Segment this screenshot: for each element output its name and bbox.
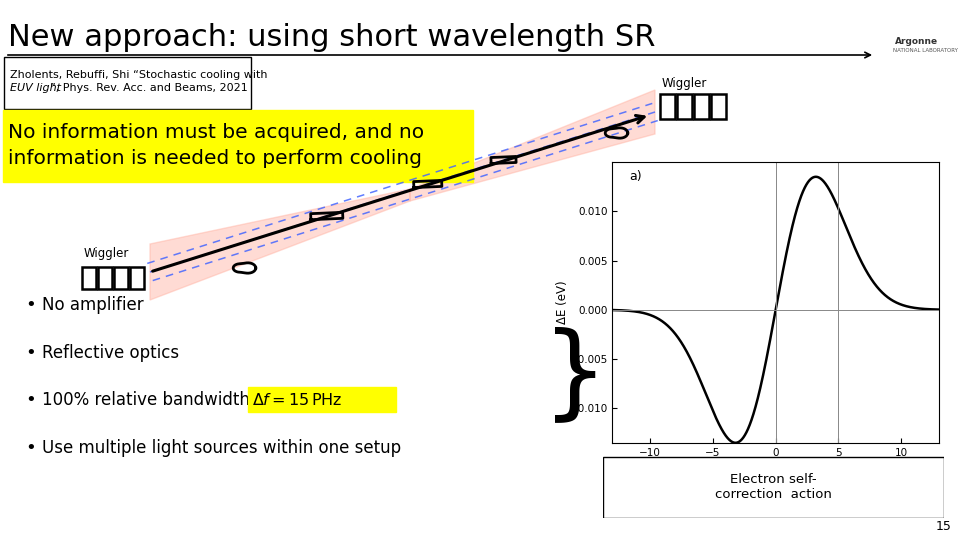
- Text: No information must be acquired, and no: No information must be acquired, and no: [8, 123, 424, 141]
- Text: information is needed to perform cooling: information is needed to perform cooling: [8, 148, 422, 167]
- Polygon shape: [150, 189, 410, 300]
- Text: a): a): [629, 171, 641, 184]
- Text: No amplifier: No amplifier: [42, 296, 144, 314]
- Y-axis label: ΔE (eV): ΔE (eV): [556, 281, 569, 324]
- Bar: [694, 94, 709, 119]
- Text: •: •: [25, 296, 36, 314]
- Text: •: •: [25, 391, 36, 409]
- Text: $\Delta f = 15\,\mathrm{PHz}$: $\Delta f = 15\,\mathrm{PHz}$: [252, 392, 343, 408]
- X-axis label: s (nm): s (nm): [756, 463, 795, 476]
- Text: Argonne: Argonne: [895, 37, 938, 46]
- Text: Wiggler: Wiggler: [84, 247, 130, 260]
- Text: }: }: [542, 326, 609, 427]
- Text: •: •: [25, 344, 36, 362]
- Text: New approach: using short wavelength SR: New approach: using short wavelength SR: [8, 24, 656, 52]
- Bar: [248, 387, 396, 412]
- Bar: [711, 94, 726, 119]
- Text: Zholents, Rebuffi, Shi “Stochastic cooling with: Zholents, Rebuffi, Shi “Stochastic cooli…: [10, 70, 268, 80]
- FancyBboxPatch shape: [4, 57, 251, 109]
- Text: EUV light: EUV light: [10, 83, 61, 93]
- Text: Reflective optics: Reflective optics: [42, 344, 180, 362]
- Bar: [82, 267, 96, 289]
- Text: •: •: [25, 439, 36, 457]
- FancyBboxPatch shape: [603, 457, 944, 518]
- Bar: [98, 267, 112, 289]
- Bar: [114, 267, 128, 289]
- Bar: [130, 267, 144, 289]
- Bar: [677, 94, 692, 119]
- Text: Use multiple light sources within one setup: Use multiple light sources within one se…: [42, 439, 401, 457]
- Text: NATIONAL LABORATORY: NATIONAL LABORATORY: [893, 48, 958, 52]
- Text: ”, Phys. Rev. Acc. and Beams, 2021: ”, Phys. Rev. Acc. and Beams, 2021: [50, 83, 248, 93]
- Text: Electron self-
correction  action: Electron self- correction action: [715, 474, 831, 501]
- Bar: [3, 110, 473, 182]
- Text: Wiggler: Wiggler: [662, 77, 708, 90]
- Text: 15: 15: [936, 520, 952, 533]
- Text: 100% relative bandwidth: 100% relative bandwidth: [42, 391, 250, 409]
- Bar: [660, 94, 675, 119]
- Polygon shape: [410, 90, 655, 201]
